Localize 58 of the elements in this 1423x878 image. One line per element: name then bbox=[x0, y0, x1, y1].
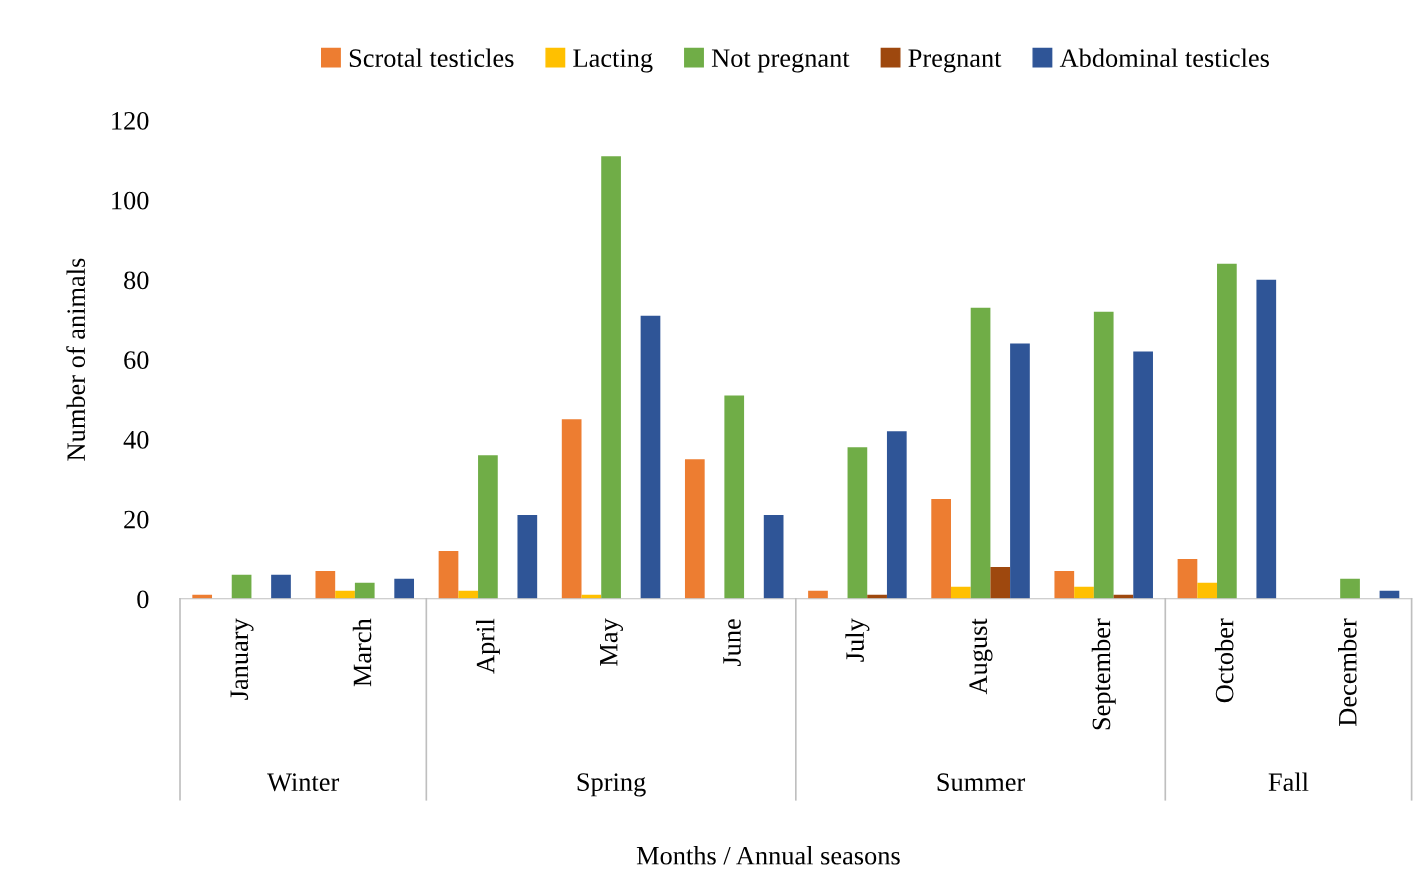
bar bbox=[1074, 586, 1094, 599]
legend-label: Lacting bbox=[573, 49, 653, 73]
legend-label: Scrotal testicles bbox=[349, 48, 514, 68]
y-tick-label: 100 bbox=[112, 191, 149, 210]
bar bbox=[561, 419, 582, 599]
bar bbox=[1340, 578, 1360, 599]
bar bbox=[1217, 263, 1237, 599]
legend-label: Abdominal testicles bbox=[1059, 48, 1269, 68]
bar bbox=[724, 395, 745, 599]
text: Fall bbox=[1268, 772, 1309, 792]
x-tick-label: January bbox=[230, 618, 254, 700]
x-tick-label: May bbox=[600, 618, 624, 666]
bar bbox=[517, 515, 538, 599]
y-tick-label: 80 bbox=[124, 271, 149, 290]
bar bbox=[1256, 279, 1277, 599]
x-tick-label: July bbox=[845, 618, 870, 662]
bar bbox=[1133, 351, 1153, 599]
x-tick-label: August bbox=[969, 618, 993, 695]
bar bbox=[394, 578, 415, 599]
bar bbox=[640, 315, 661, 599]
bar bbox=[231, 574, 252, 599]
x-tick-label: September bbox=[1091, 618, 1116, 730]
bar bbox=[438, 550, 459, 599]
bar bbox=[684, 459, 705, 599]
y-tick-label: 120 bbox=[112, 111, 149, 130]
x-tick-label: March bbox=[352, 618, 372, 687]
bar bbox=[886, 431, 907, 599]
bar bbox=[1054, 570, 1075, 599]
bar bbox=[1197, 582, 1218, 599]
bar bbox=[478, 455, 498, 599]
bar bbox=[315, 570, 336, 599]
bar bbox=[354, 582, 375, 599]
bar bbox=[1177, 558, 1198, 599]
y-tick-label: 60 bbox=[124, 351, 149, 369]
y-tick-label: 40 bbox=[123, 430, 149, 449]
y-axis-title: Number of animals bbox=[66, 258, 86, 461]
bar bbox=[601, 156, 621, 599]
bar bbox=[970, 307, 991, 599]
bar bbox=[931, 499, 951, 599]
y-tick-label: 20 bbox=[124, 510, 149, 529]
bar bbox=[271, 574, 291, 599]
y-tick-label: 0 bbox=[137, 590, 149, 609]
x-tick-label: October bbox=[1214, 618, 1234, 703]
legend-label: Not pregnant bbox=[711, 49, 850, 73]
bar bbox=[1010, 343, 1030, 599]
x-tick-label: June bbox=[723, 619, 741, 667]
bar bbox=[763, 515, 784, 599]
legend-label: Pregnant bbox=[908, 49, 1002, 73]
text: Spring bbox=[577, 773, 646, 797]
x-tick-label: December bbox=[1338, 618, 1357, 726]
x-tick-label: April bbox=[475, 618, 500, 674]
bar bbox=[847, 447, 868, 599]
bar bbox=[951, 586, 971, 599]
x-axis-title: Months / Annual seasons bbox=[636, 846, 900, 865]
bar bbox=[990, 566, 1011, 599]
text: Winter bbox=[267, 773, 340, 792]
bar bbox=[1093, 311, 1114, 599]
text: Summer bbox=[937, 773, 1026, 792]
